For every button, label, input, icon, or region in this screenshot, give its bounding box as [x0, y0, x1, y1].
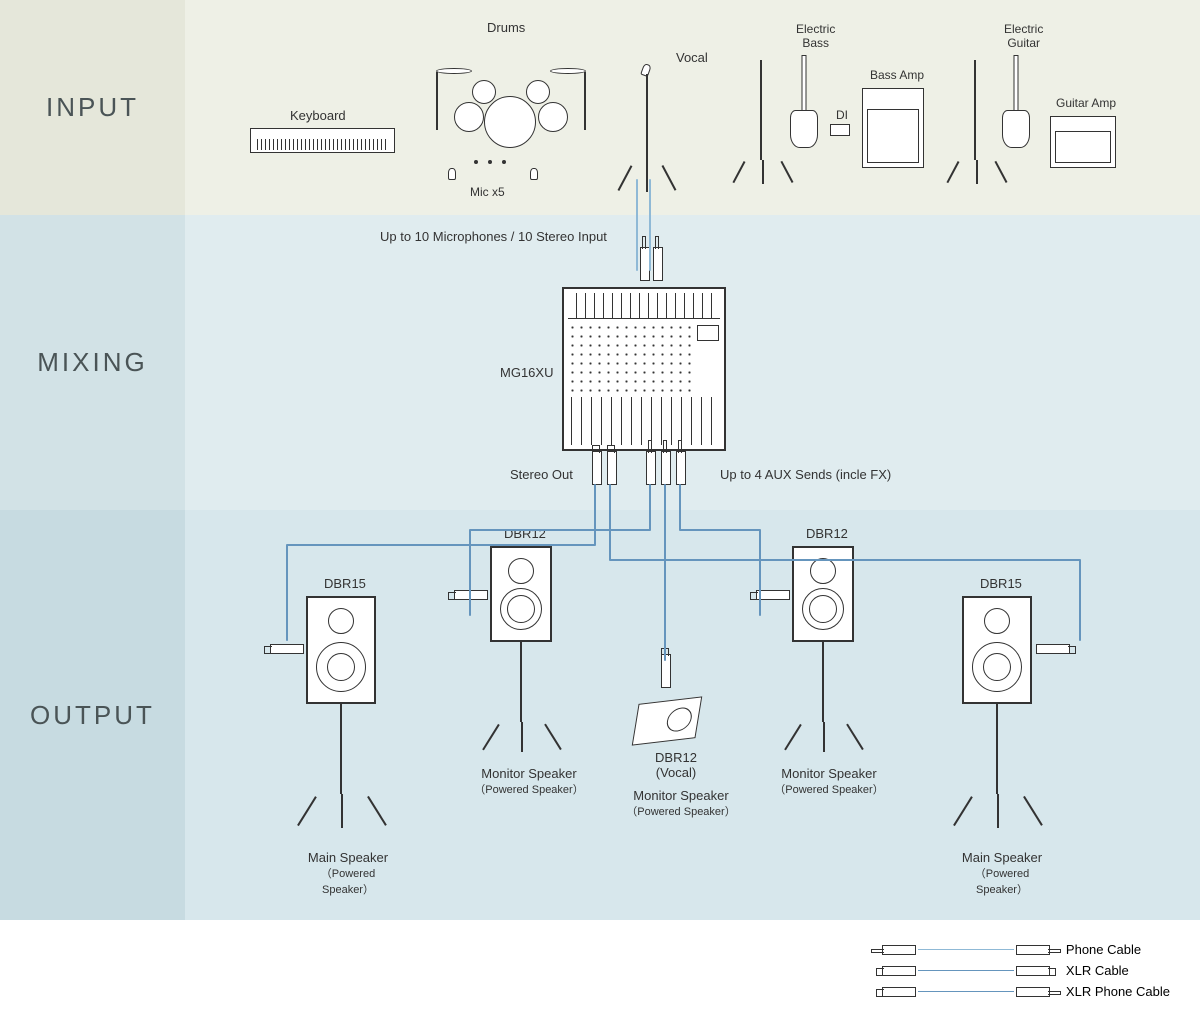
xlr-connector-icon — [607, 451, 617, 485]
speaker-caption: Main Speaker （Powered Speaker） — [298, 850, 398, 897]
signal-flow-diagram: INPUT Keyboard Drums Mic x5 — [0, 0, 1200, 1036]
phone-connector-icon — [640, 247, 650, 281]
mixer-label: MG16XU — [500, 365, 553, 380]
bass-stand-icon — [760, 60, 762, 160]
phone-connector-icon — [646, 451, 656, 485]
speaker-caption: Main Speaker （Powered Speaker） — [952, 850, 1052, 897]
xlr-connector-icon — [270, 644, 304, 654]
mixing-section: MIXING Up to 10 Microphones / 10 Stereo … — [0, 215, 1200, 510]
guitar-amp-icon — [1050, 116, 1116, 168]
bass-amp-icon — [862, 88, 924, 168]
stereo-out-label: Stereo Out — [510, 467, 573, 482]
output-label: OUTPUT — [30, 700, 155, 731]
speaker-model: DBR15 — [980, 576, 1022, 591]
speaker-caption: Monitor Speaker （Powered Speaker） — [774, 766, 884, 797]
vocal-mic-icon — [642, 64, 650, 76]
speaker-caption: DBR12 (Vocal) — [636, 750, 716, 780]
phone-connector-icon — [676, 451, 686, 485]
main-speaker-right-icon — [962, 596, 1032, 704]
drums-icon — [430, 50, 590, 150]
monitor-speaker-right-icon — [792, 546, 854, 642]
bass-amp-label: Bass Amp — [870, 68, 924, 82]
vocal-label: Vocal — [676, 50, 708, 65]
input-label: INPUT — [46, 92, 139, 123]
aux-send-label: Up to 4 AUX Sends (incle FX) — [720, 467, 891, 482]
output-section: OUTPUT DBR15 Main Speaker （Powered Speak… — [0, 510, 1200, 920]
legend-xlr-phone-cable: XLR Phone Cable — [880, 984, 1170, 999]
xlr-connector-icon — [1036, 644, 1070, 654]
di-label: DI — [836, 108, 848, 122]
phone-connector-icon — [653, 247, 663, 281]
drums-mic-label: Mic x5 — [470, 185, 505, 199]
bass-guitar-icon — [790, 110, 818, 148]
speaker-model: DBR12 — [806, 526, 848, 541]
guitar-amp-label: Guitar Amp — [1056, 96, 1116, 110]
guitar-label: Electric Guitar — [1004, 22, 1043, 50]
drums-label: Drums — [487, 20, 525, 35]
xlr-connector-icon — [454, 590, 488, 600]
input-section: INPUT Keyboard Drums Mic x5 — [0, 0, 1200, 215]
xlr-connector-icon — [661, 654, 671, 688]
mixer-icon — [562, 287, 726, 451]
keyboard-icon — [250, 128, 395, 153]
di-box-icon — [830, 124, 850, 136]
legend: Phone Cable XLR Cable XLR Phone Cable — [0, 930, 1200, 1036]
monitor-speaker-left-icon — [490, 546, 552, 642]
guitar-icon — [1002, 110, 1030, 148]
speaker-caption: Monitor Speaker （Powered Speaker） — [474, 766, 584, 797]
bass-label: Electric Bass — [796, 22, 835, 50]
legend-phone-cable: Phone Cable — [880, 942, 1170, 957]
speaker-caption: Monitor Speaker （Powered Speaker） — [626, 788, 736, 819]
main-speaker-left-icon — [306, 596, 376, 704]
xlr-connector-icon — [756, 590, 790, 600]
keyboard-label: Keyboard — [290, 108, 346, 123]
speaker-model: DBR12 — [504, 526, 546, 541]
floor-monitor-icon — [632, 696, 703, 745]
xlr-connector-icon — [592, 451, 602, 485]
mixing-label: MIXING — [37, 347, 147, 378]
speaker-model: DBR15 — [324, 576, 366, 591]
phone-connector-icon — [661, 451, 671, 485]
legend-xlr-cable: XLR Cable — [880, 963, 1170, 978]
mixing-input-note: Up to 10 Microphones / 10 Stereo Input — [380, 229, 607, 244]
